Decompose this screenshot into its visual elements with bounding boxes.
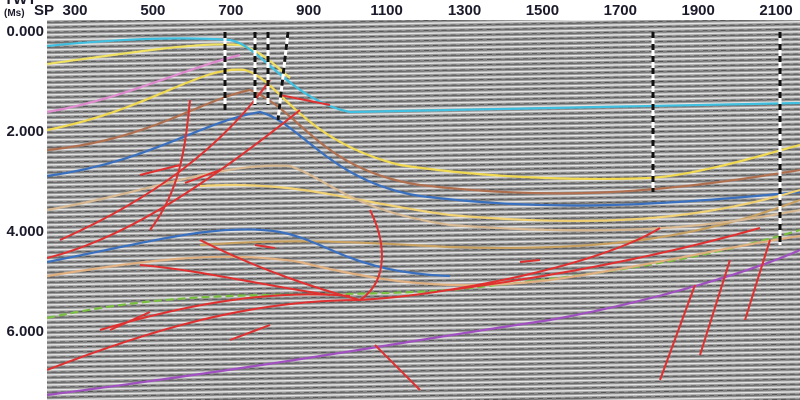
twt-tick: 0.000 (6, 23, 44, 40)
sp-ticks: 300 500 700 900 1100 1300 1500 1700 1900 2100 (62, 2, 792, 19)
interpretation (47, 31, 800, 397)
axis-title: TWT (4, 0, 36, 8)
sp-tick: 1700 (604, 2, 637, 19)
sp-tick: 300 (62, 2, 87, 19)
sp-label: SP (34, 2, 54, 19)
twt-ticks: 0.000 2.000 4.000 6.000 (6, 23, 44, 340)
sp-tick: 1300 (448, 2, 481, 19)
sp-tick: 700 (218, 2, 243, 19)
twt-tick: 2.000 (6, 123, 44, 140)
sp-tick: 500 (140, 2, 165, 19)
sp-tick: 1900 (682, 2, 715, 19)
axis-unit: (Ms) (4, 8, 25, 19)
seismic-section (47, 20, 800, 400)
twt-tick: 4.000 (6, 223, 44, 240)
sp-tick: 1100 (370, 2, 403, 19)
twt-tick: 6.000 (6, 323, 44, 340)
sp-tick: 2100 (759, 2, 792, 19)
sp-tick: 900 (296, 2, 321, 19)
sp-tick: 1500 (526, 2, 559, 19)
